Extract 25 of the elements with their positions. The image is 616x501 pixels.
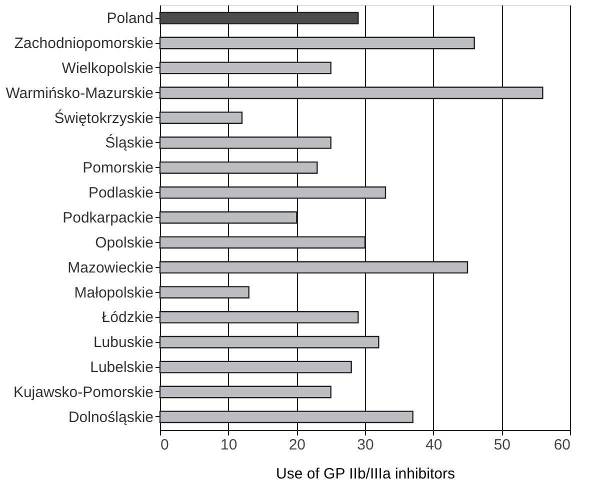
y-tick-label: Opolskie — [95, 234, 154, 252]
y-tick-label: Łódzkie — [102, 309, 154, 326]
y-tick-label: Małopolskie — [74, 284, 154, 302]
y-tick-label: Podkarpackie — [62, 210, 154, 226]
y-tick-label: Wielkopolskie — [62, 60, 154, 77]
x-tick-label: 40 — [425, 436, 442, 454]
x-axis-title: Use of GP IIb/IIIa inhibitors — [276, 466, 455, 482]
y-tick-label: Warmińsko-Mazurskie — [6, 84, 154, 102]
y-tick-label: Kujawsko-Pomorskie — [13, 384, 154, 401]
y-tick-label: Pomorskie — [82, 160, 154, 177]
y-tick-label: Poland — [106, 10, 154, 28]
x-tick-label: 30 — [357, 436, 374, 454]
y-tick-label: Dolnośląskie — [68, 408, 154, 426]
y-tick-label: Podlaskie — [88, 184, 154, 202]
y-tick-label: Zachodniopomorskie — [14, 35, 154, 52]
x-tick-label: 0 — [160, 436, 169, 454]
x-tick-label: 10 — [220, 436, 238, 454]
x-tick-label: 60 — [554, 436, 570, 454]
y-tick-label: Lubelskie — [90, 359, 154, 376]
y-tick-label: Lubuskie — [93, 334, 154, 352]
y-tick-label: Śląskie — [105, 134, 154, 152]
y-tick-label: Świętokrzyskie — [54, 108, 154, 127]
x-tick-label: 20 — [288, 436, 306, 454]
x-tick-label: 50 — [494, 436, 511, 454]
y-tick-label: Mazowieckie — [68, 259, 154, 276]
